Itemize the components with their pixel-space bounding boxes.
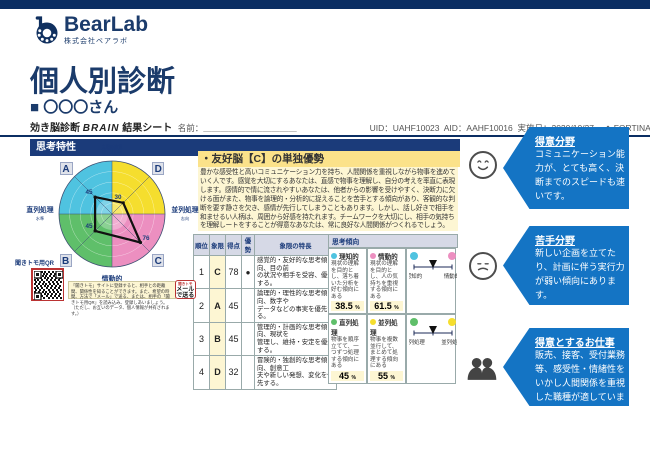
svg-text:志向: 志向	[181, 215, 189, 221]
svg-text:76: 76	[142, 235, 150, 242]
svg-text:45: 45	[85, 189, 93, 196]
svg-text:並列処理: 並列処理	[441, 338, 457, 346]
svg-text:情動的: 情動的	[444, 272, 457, 280]
svg-text:大脳新皮質: 大脳新皮質	[102, 143, 123, 150]
svg-text:並列処理: 並列処理	[171, 205, 198, 214]
svg-text:30: 30	[114, 194, 122, 201]
svg-text:認知的: 認知的	[409, 272, 422, 280]
svg-text:直列処理: 直列処理	[26, 205, 53, 214]
svg-text:直列処理: 直列処理	[409, 338, 425, 346]
svg-text:水準: 水準	[36, 215, 44, 222]
svg-text:45: 45	[85, 223, 93, 230]
